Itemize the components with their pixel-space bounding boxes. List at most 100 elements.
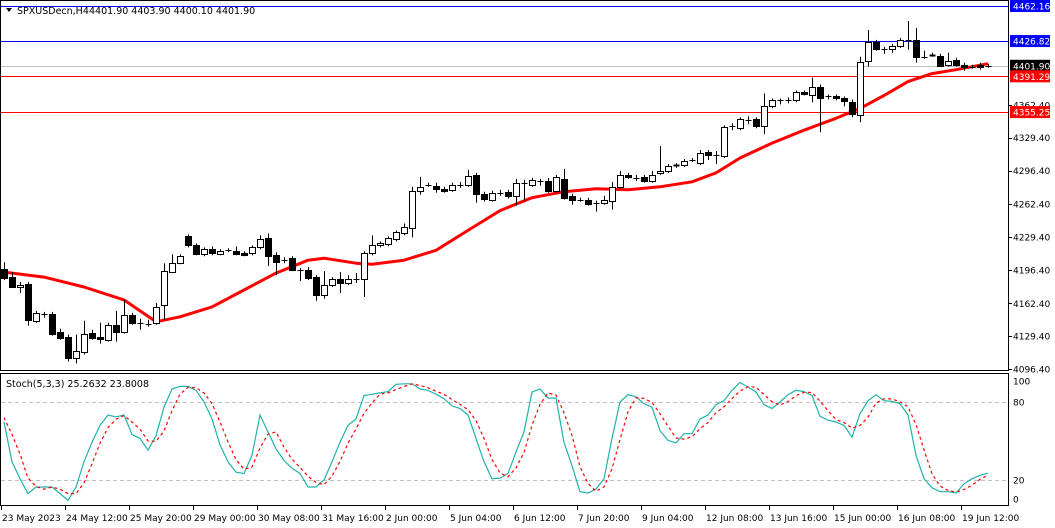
candle-body — [569, 196, 576, 201]
time-tick-label: 6 Jun 12:00 — [514, 514, 566, 524]
candle-body — [865, 42, 872, 62]
candle-body — [153, 307, 160, 324]
candle — [121, 299, 128, 334]
candle-body — [49, 314, 56, 335]
candle — [313, 275, 320, 301]
candle-body — [241, 253, 248, 256]
time-tick-label: 23 May 2023 — [2, 514, 61, 524]
candle — [41, 311, 48, 318]
candle-body — [9, 277, 16, 288]
candle — [921, 50, 928, 59]
candle — [801, 90, 808, 96]
candle-body — [873, 42, 880, 50]
candle — [345, 275, 352, 286]
candle — [529, 177, 536, 187]
time-tick-label: 16 Jun 08:00 — [898, 514, 955, 524]
candle-body — [705, 152, 712, 156]
price-tick-label: 4329.40 — [1013, 134, 1050, 144]
candle — [97, 322, 104, 344]
candle-body — [601, 200, 608, 204]
time-tick-label: 31 May 16:00 — [322, 514, 384, 524]
candle — [153, 302, 160, 325]
candle — [577, 197, 584, 202]
candle-body — [897, 40, 904, 47]
stoch-panel-frame — [0, 373, 1009, 506]
price-label: 4355.25 — [1013, 109, 1050, 119]
candle-body — [449, 185, 456, 191]
candle — [785, 97, 792, 104]
candle-body — [273, 255, 280, 263]
candle — [129, 312, 136, 325]
price-tick-label: 4096.40 — [1013, 366, 1050, 376]
candle — [601, 195, 608, 205]
candle-body — [337, 279, 344, 284]
time-axis[interactable]: 23 May 2023 24 May 12:00 25 May 20:00 29 Ma… — [1, 506, 1020, 524]
candle — [593, 200, 600, 212]
candle-body — [129, 315, 136, 324]
candle-body — [257, 239, 264, 248]
candle-body — [201, 249, 208, 255]
candle — [905, 21, 912, 50]
candle-body — [209, 249, 216, 254]
horizontal-lines — [1, 6, 1008, 113]
candle-body — [609, 187, 616, 202]
candle-body — [73, 351, 80, 359]
candle-body — [809, 87, 816, 96]
candle — [617, 170, 624, 189]
candle-body — [681, 161, 688, 166]
candle — [409, 186, 416, 238]
candle — [665, 163, 672, 173]
candle — [897, 37, 904, 48]
candle-body — [433, 186, 440, 190]
candle — [953, 57, 960, 67]
candle — [169, 254, 176, 274]
candle — [841, 96, 848, 107]
candle — [377, 241, 384, 248]
candle-body — [649, 175, 656, 182]
triangle-down-icon[interactable] — [6, 8, 12, 12]
candle — [273, 252, 280, 276]
candle — [393, 230, 400, 242]
time-tick-label: 29 May 00:00 — [194, 514, 256, 524]
stoch-signal-line — [3, 383, 989, 495]
candle — [793, 90, 800, 103]
candle-body — [161, 271, 168, 306]
candle — [521, 179, 528, 201]
candle — [17, 282, 24, 293]
candle — [937, 53, 944, 67]
ohlc-label: 4401.90 4403.90 4400.10 4401.90 — [89, 6, 255, 17]
candle-body — [121, 315, 128, 333]
candle — [809, 77, 816, 103]
candle — [537, 178, 544, 186]
candle — [673, 162, 680, 168]
candle-body — [753, 119, 760, 127]
candle — [961, 62, 968, 71]
candle-body — [505, 192, 512, 197]
candle-body — [489, 193, 496, 201]
candle — [761, 93, 768, 135]
candle-body — [1, 269, 8, 279]
candle — [753, 117, 760, 129]
candle — [713, 151, 720, 164]
candle-body — [361, 253, 368, 280]
candle-body — [889, 46, 896, 50]
price-label-box — [1010, 106, 1050, 119]
candle-body — [169, 263, 176, 273]
candle — [433, 182, 440, 193]
time-tick-label: 9 Jun 04:00 — [642, 514, 694, 524]
candle — [249, 245, 256, 256]
price-label-box — [1010, 0, 1050, 12]
candle — [449, 182, 456, 192]
candle — [209, 246, 216, 256]
candle — [865, 29, 872, 67]
candle-body — [793, 92, 800, 101]
time-tick-label: 2 Jun 00:00 — [386, 514, 438, 524]
candle — [561, 168, 568, 200]
time-tick-label: 24 May 12:00 — [66, 514, 128, 524]
stoch-tick-label: 0 — [1013, 496, 1019, 506]
candle — [545, 177, 552, 193]
candle-body — [977, 65, 984, 68]
price-axis[interactable]: 4362.404329.404296.404262.404229.404196.… — [1008, 0, 1050, 376]
